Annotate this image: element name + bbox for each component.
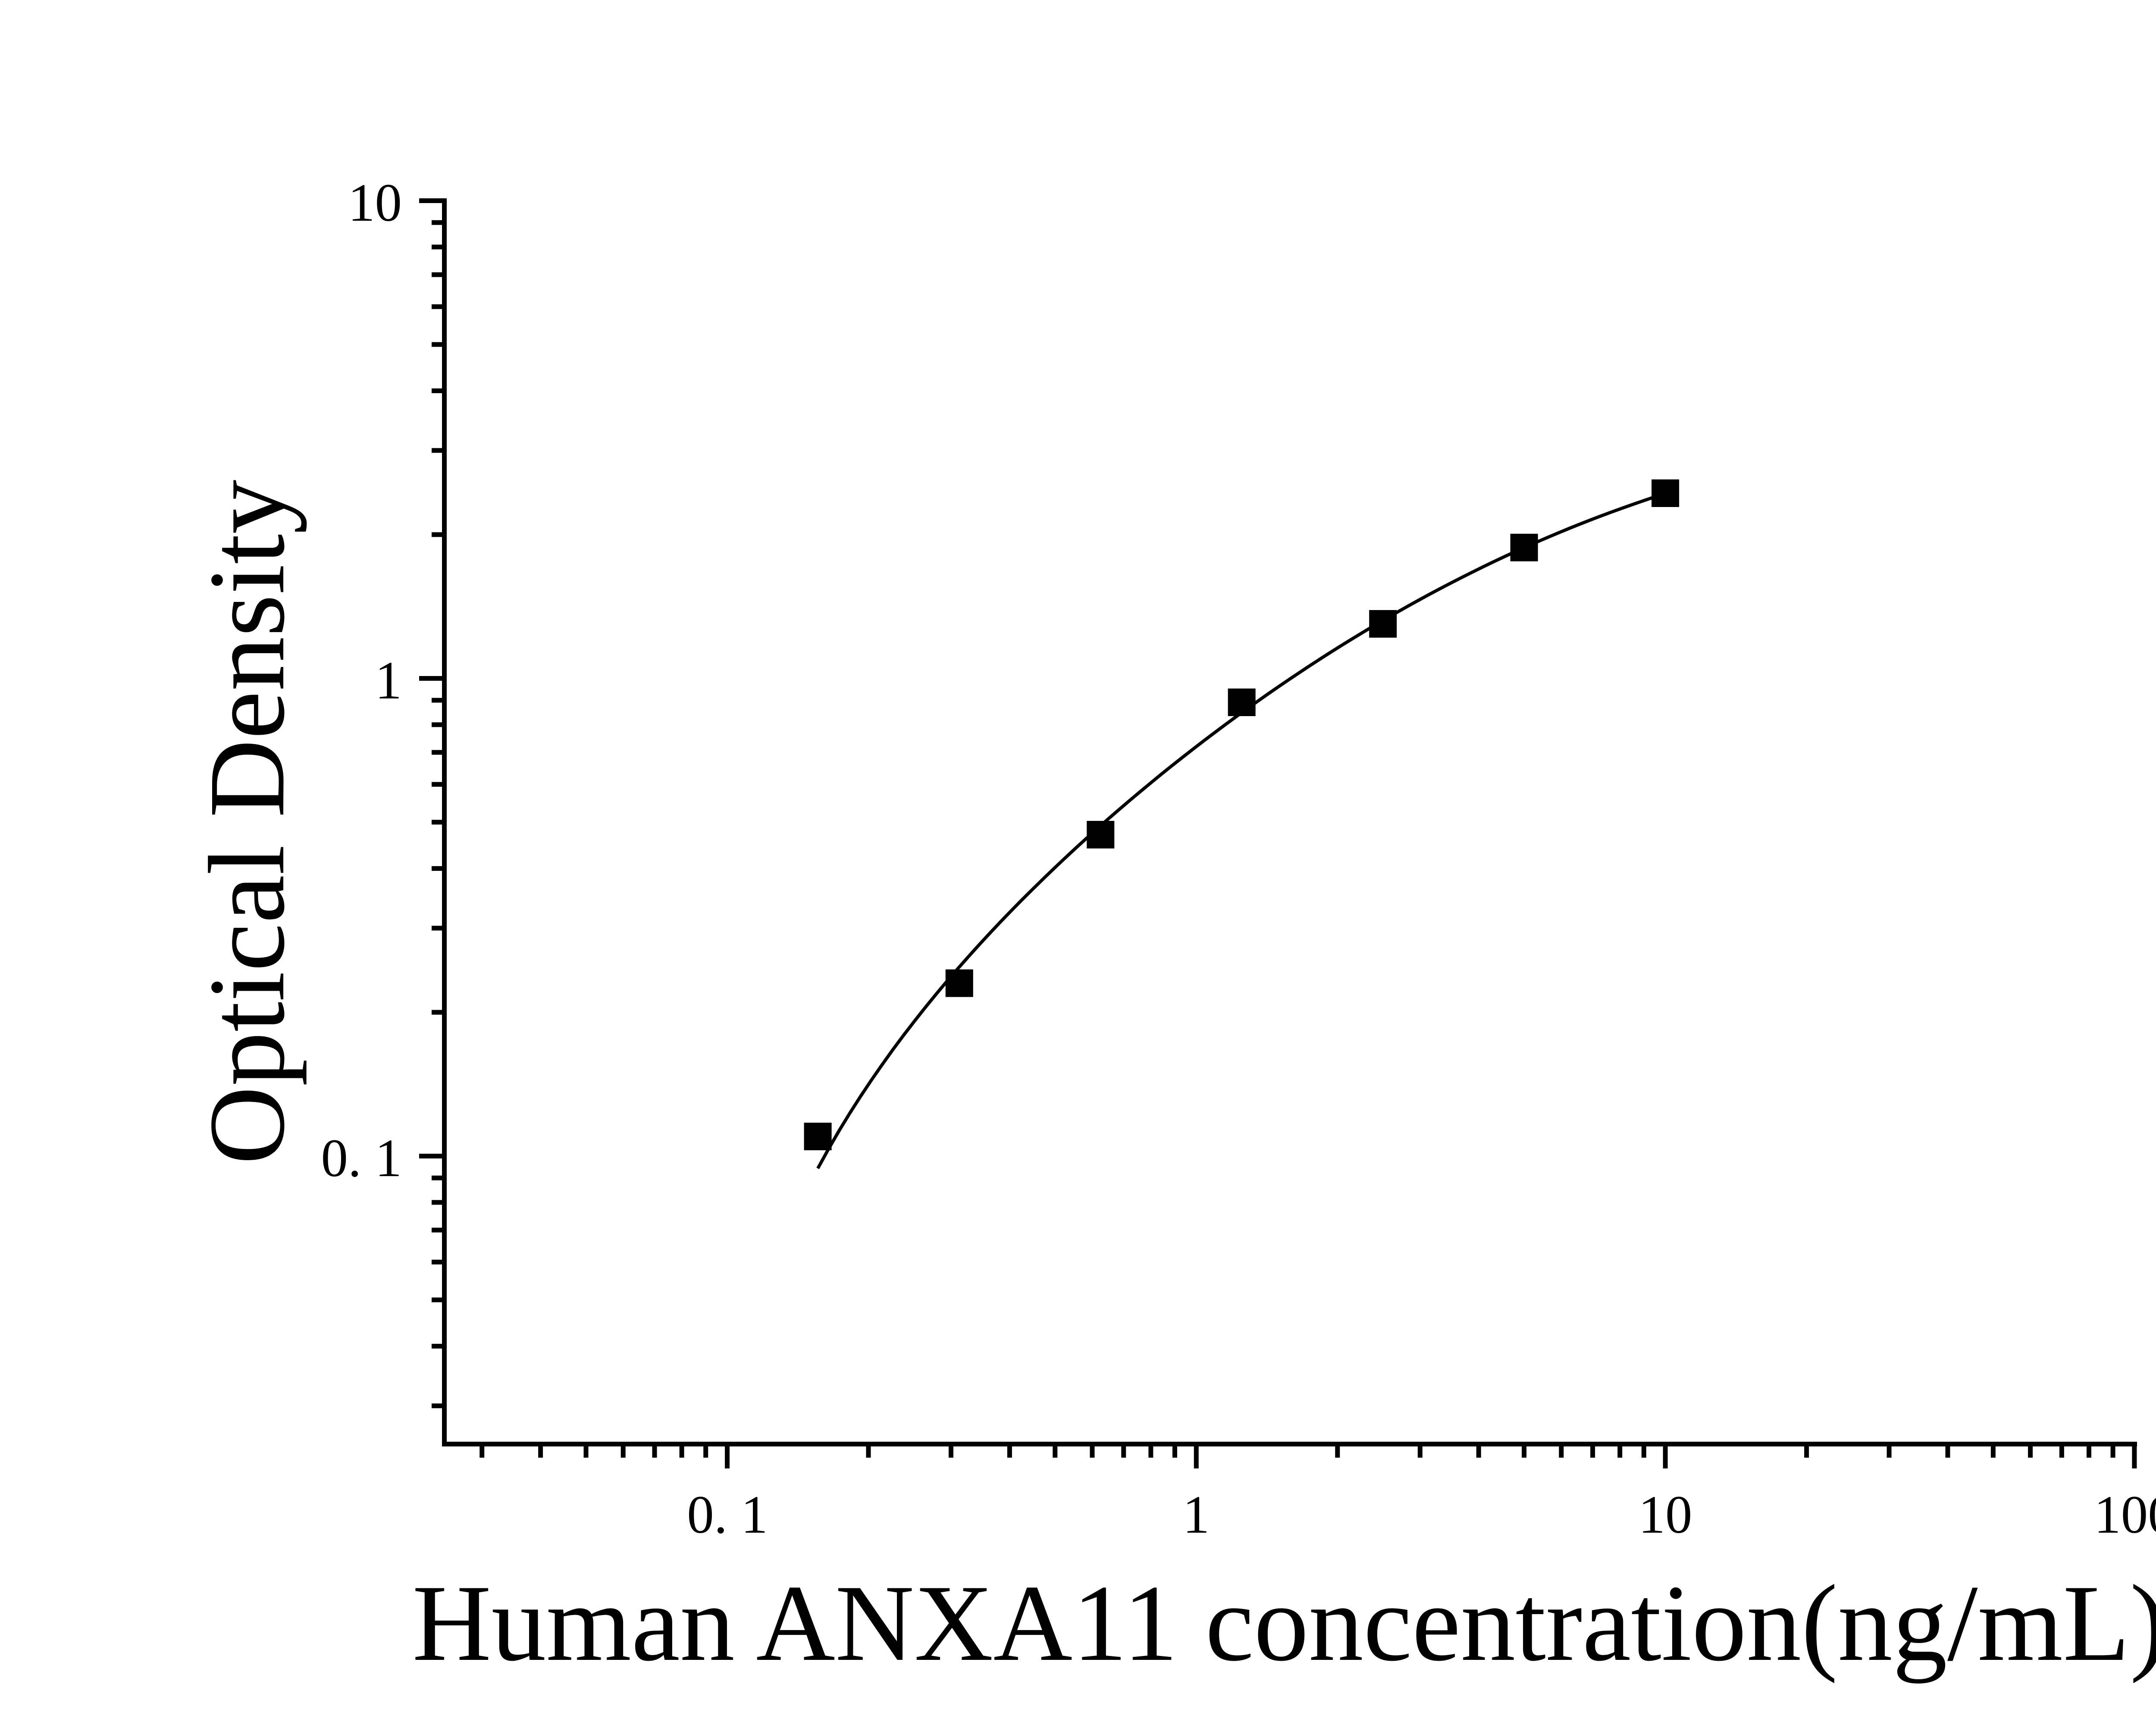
svg-text:10: 10 xyxy=(348,173,402,233)
svg-text:0. 1: 0. 1 xyxy=(321,1129,402,1188)
svg-text:10: 10 xyxy=(1639,1485,1692,1545)
svg-text:100: 100 xyxy=(2094,1485,2156,1545)
svg-text:0. 1: 0. 1 xyxy=(687,1485,768,1545)
svg-text:Optical Density: Optical Density xyxy=(186,480,307,1165)
svg-text:1: 1 xyxy=(1183,1485,1210,1545)
svg-text:Human ANXA11 concentration(ng/: Human ANXA11 concentration(ng/mL) xyxy=(412,1562,2156,1684)
svg-text:1: 1 xyxy=(375,651,402,711)
